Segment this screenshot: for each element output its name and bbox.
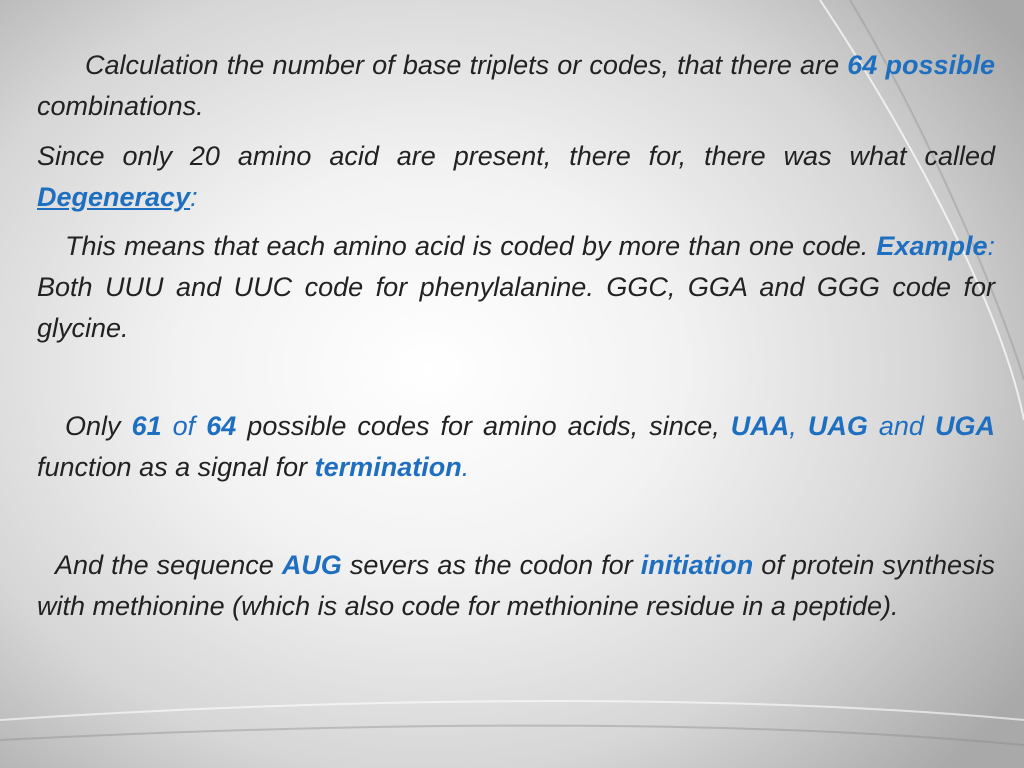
text: of protein synthesis with methionine (wh… xyxy=(37,550,995,621)
highlight: 64 possible xyxy=(847,50,995,80)
text xyxy=(797,411,808,441)
highlight: 61 xyxy=(131,411,162,441)
paragraph: This means that each amino acid is coded… xyxy=(37,226,995,349)
highlight: UAG xyxy=(807,411,868,441)
highlight: Degeneracy xyxy=(37,182,191,212)
curve xyxy=(0,724,1024,746)
paragraph: Calculation the number of base triplets … xyxy=(37,45,995,127)
curve xyxy=(819,0,1024,421)
text: and xyxy=(867,411,935,441)
text: Since only 20 amino acid are present, th… xyxy=(37,141,995,171)
text: function as a signal for xyxy=(37,452,315,482)
text: : xyxy=(987,231,995,261)
text: severs as the codon for xyxy=(341,550,641,580)
highlight: UGA xyxy=(934,411,995,441)
curve xyxy=(849,0,1024,381)
highlight: AUG xyxy=(281,550,342,580)
curve xyxy=(0,700,1024,721)
text: combinations. xyxy=(37,91,204,121)
paragraph: Only 61 of 64 possible codes for amino a… xyxy=(37,406,995,488)
text: possible codes for amino acids, since, xyxy=(236,411,731,441)
text: This means that each amino acid is coded… xyxy=(65,231,877,261)
text: , xyxy=(789,411,797,441)
text: . xyxy=(461,452,470,482)
text: And the sequence xyxy=(55,550,282,580)
highlight: initiation xyxy=(640,550,754,580)
highlight: 64 xyxy=(206,411,237,441)
text: Both UUU and UUC code for phenylalanine.… xyxy=(37,272,995,343)
paragraph: And the sequence AUG severs as the codon… xyxy=(37,545,995,627)
paragraph: Since only 20 amino acid are present, th… xyxy=(37,136,995,218)
highlight: UAA xyxy=(730,411,790,441)
highlight: termination xyxy=(314,452,462,482)
text: Only xyxy=(65,411,132,441)
text: : xyxy=(190,182,198,212)
text: Calculation the number of base triplets … xyxy=(85,50,848,80)
text: of xyxy=(161,411,207,441)
highlight: Example xyxy=(876,231,988,261)
